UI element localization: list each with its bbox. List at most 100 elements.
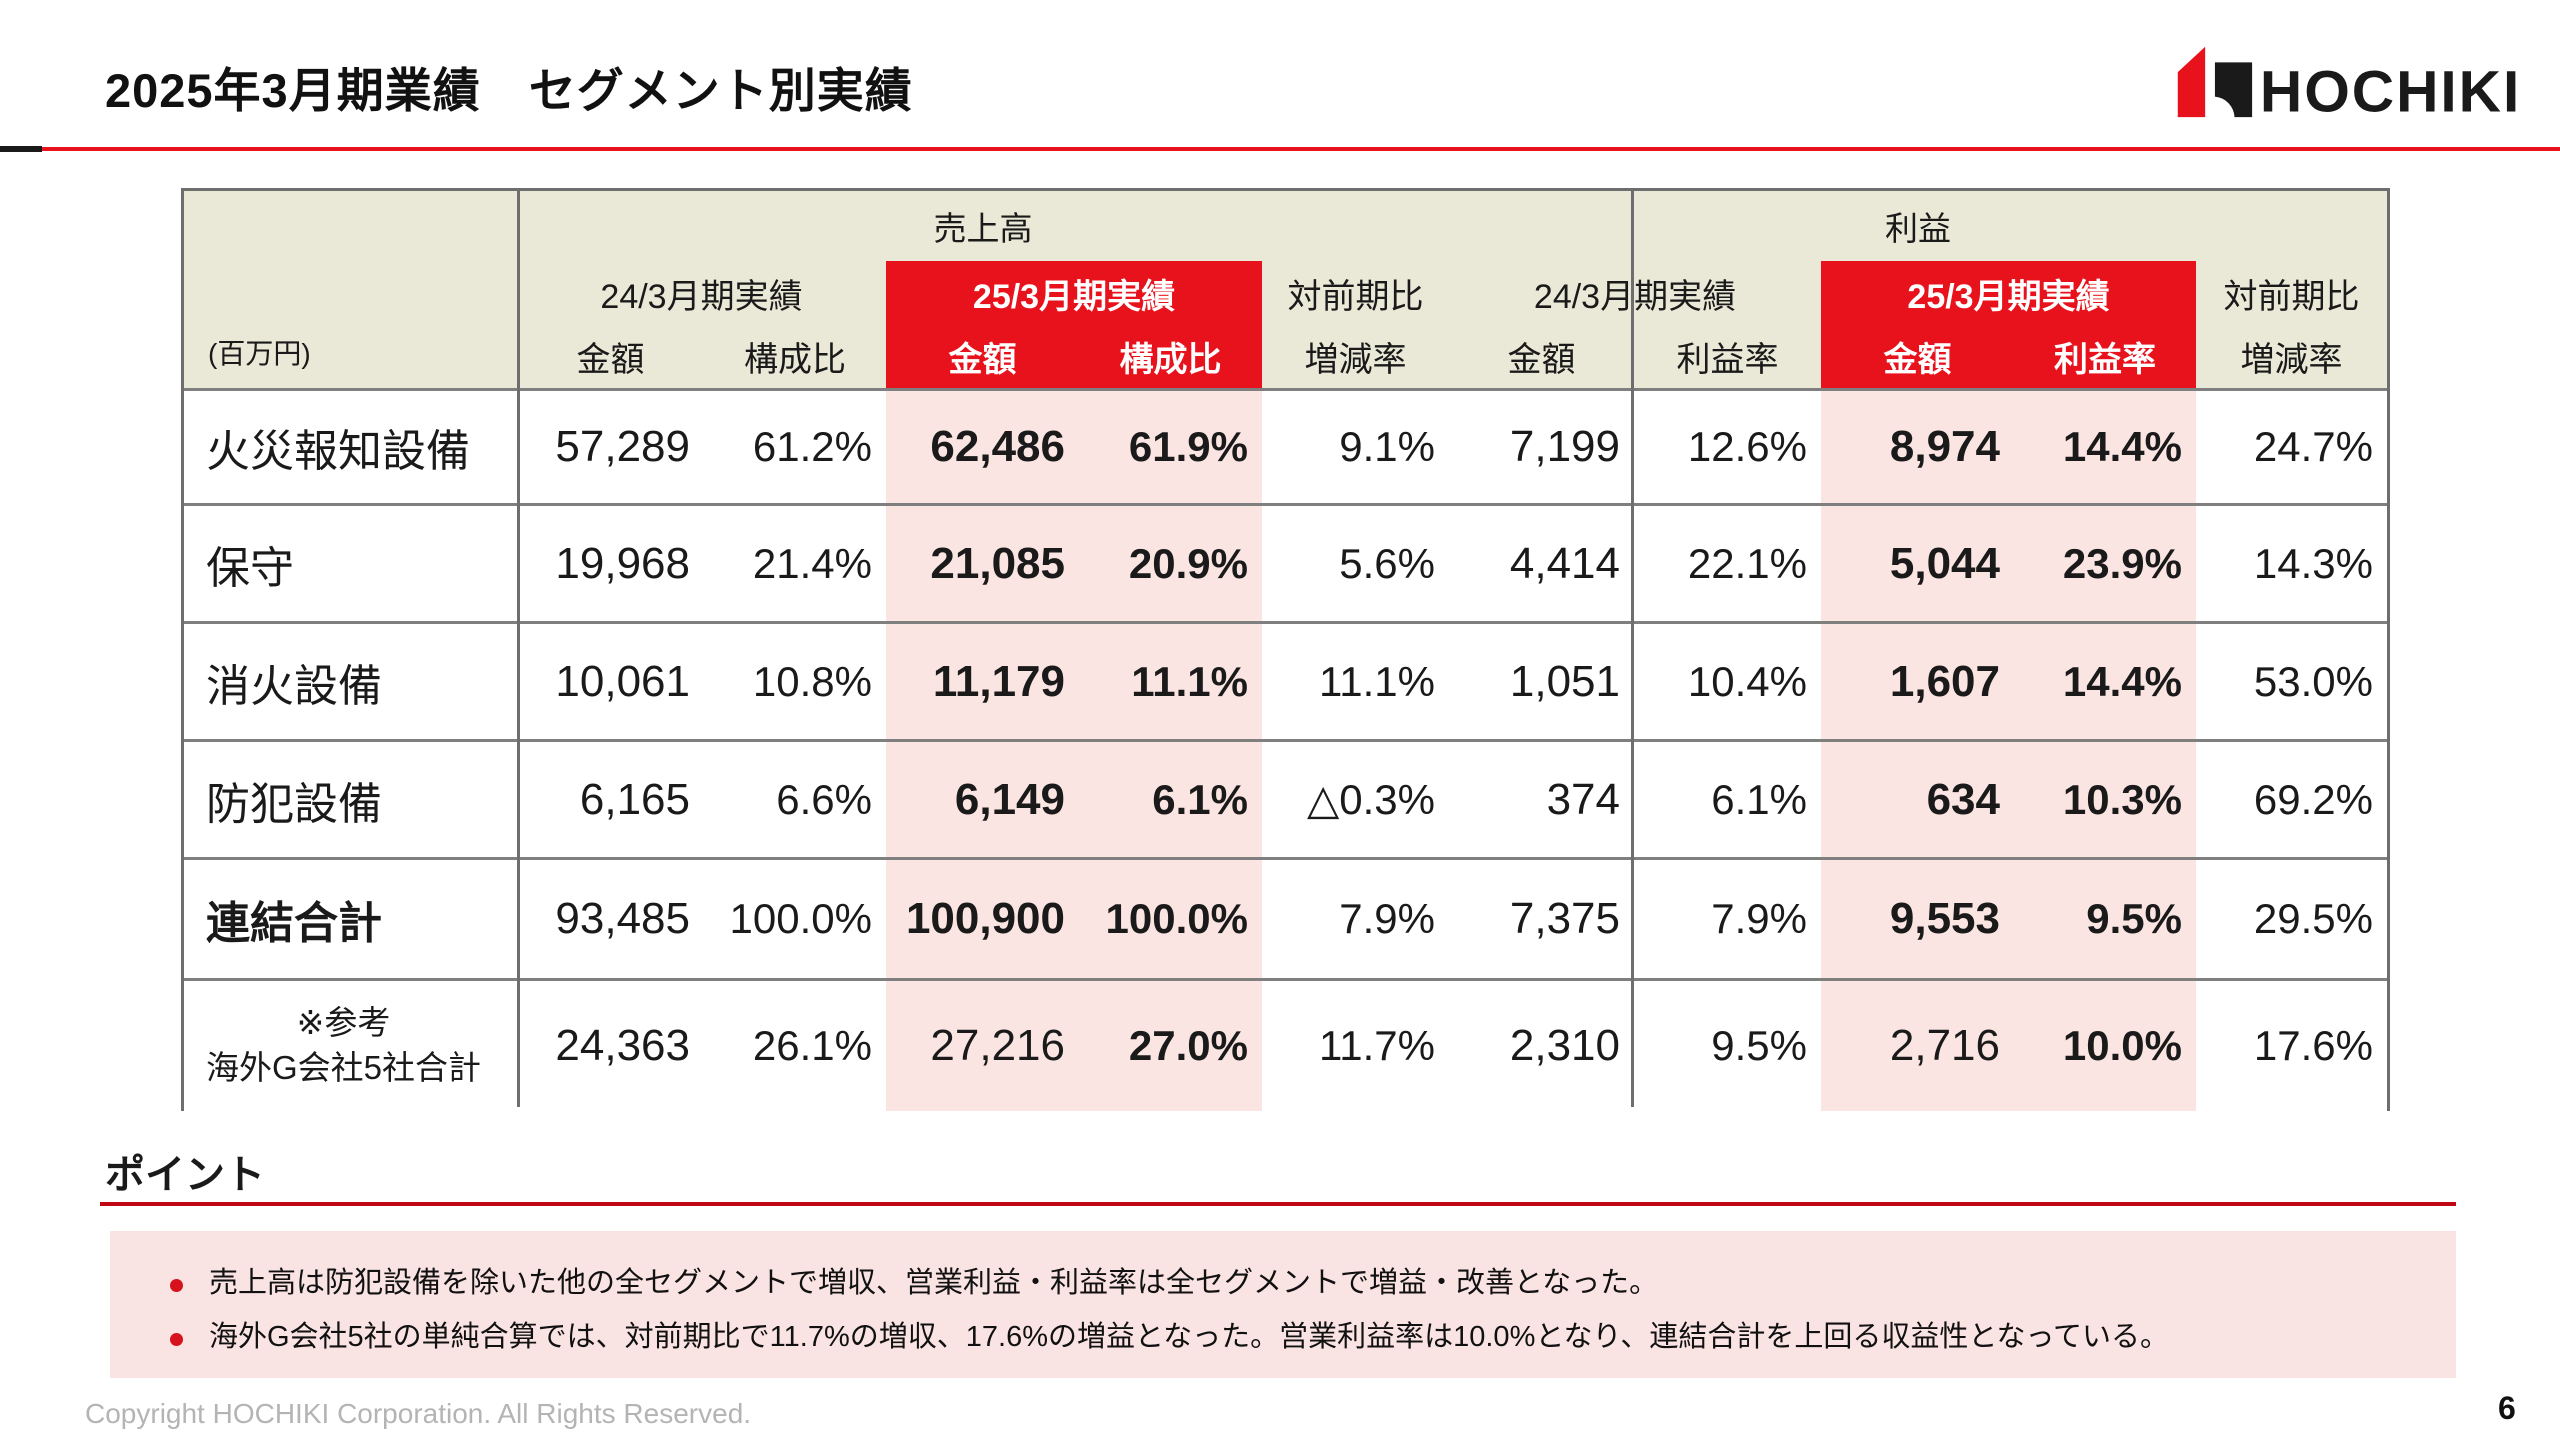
cell-profit-yoy: 14.3% <box>2196 503 2387 621</box>
cell-profit-curr-ratio: 9.5% <box>2014 857 2196 978</box>
cell-profit-yoy: 24.7% <box>2196 388 2387 503</box>
cell-sales-prev-amount: 10,061 <box>517 621 704 739</box>
cell-sales-prev-amount: 6,165 <box>517 739 704 857</box>
group-header-profit: 利益 <box>1885 210 1951 247</box>
cell-profit-curr-amount: 634 <box>1821 739 2014 857</box>
hochiki-logo-mark: HOCHIKI <box>2177 46 2520 124</box>
logo-wordmark: HOCHIKI <box>2260 59 2520 124</box>
cell-sales-yoy: △0.3% <box>1262 739 1449 857</box>
points-heading-rule <box>100 1202 2456 1206</box>
cell-sales-curr-amount: 100,900 <box>886 857 1079 978</box>
cell-profit-curr-ratio: 10.0% <box>2014 978 2196 1111</box>
cell-sales-yoy: 9.1% <box>1262 388 1449 503</box>
cell-profit-curr-ratio: 14.4% <box>2014 621 2196 739</box>
row-label-fire-alarm: 火災報知設備 <box>184 388 517 503</box>
table-divider-label <box>517 191 520 1107</box>
cell-sales-prev-ratio: 61.2% <box>704 388 886 503</box>
cell-profit-curr-amount: 9,553 <box>1821 857 2014 978</box>
copyright-text: Copyright HOCHIKI Corporation. All Right… <box>85 1398 752 1429</box>
group-header-sales: 売上高 <box>933 210 1033 247</box>
cell-sales-yoy: 11.7% <box>1262 978 1449 1111</box>
profit-curr-amount-subheader: 金額 <box>1883 341 1952 379</box>
segment-results-table: (百万円) 売上高 利益 24/3月期実績 25/3月期実績 対前期比 24/3… <box>181 188 2390 1111</box>
bullet-dot-icon <box>170 1332 183 1346</box>
title-rule-red-segment <box>42 147 2560 151</box>
bullet-dot-icon <box>170 1279 183 1292</box>
cell-profit-prev-amount: 4,414 <box>1449 503 1634 621</box>
cell-profit-prev-ratio: 6.1% <box>1634 739 1821 857</box>
sales-prev-amount-subheader: 金額 <box>576 341 645 379</box>
profit-yoy-header: 対前期比 <box>2223 277 2360 316</box>
sales-curr-period-header: 25/3月期実績 <box>972 277 1176 316</box>
row-label-maintenance: 保守 <box>184 503 517 621</box>
cell-profit-prev-amount: 7,375 <box>1449 857 1634 978</box>
profit-prev-period-header: 24/3月期実績 <box>1533 277 1737 316</box>
cell-profit-prev-ratio: 7.9% <box>1634 857 1821 978</box>
sales-current-period-highlight <box>886 261 1262 388</box>
cell-profit-curr-ratio: 10.3% <box>2014 739 2196 857</box>
profit-change-subheader: 増減率 <box>2240 341 2343 379</box>
list-item: 海外G会社5社の単純合算では、対前期比で11.7%の増収、17.6%の増益となっ… <box>170 1319 2416 1357</box>
cell-sales-curr-ratio: 61.9% <box>1079 388 1262 503</box>
cell-sales-prev-ratio: 6.6% <box>704 739 886 857</box>
cell-profit-prev-ratio: 9.5% <box>1634 978 1821 1111</box>
point-text: 売上高は防犯設備を除いた他の全セグメントで増収、営業利益・利益率は全セグメントで… <box>209 1267 1659 1299</box>
cell-sales-curr-amount: 62,486 <box>886 388 1079 503</box>
cell-sales-prev-amount: 19,968 <box>517 503 704 621</box>
cell-sales-curr-ratio: 20.9% <box>1079 503 1262 621</box>
overseas-label-line2: 海外G会社5社合計 <box>205 1049 482 1086</box>
row-label-consolidated-total: 連結合計 <box>184 857 517 978</box>
sales-curr-amount-subheader: 金額 <box>948 341 1017 379</box>
logo-flame-red-shape <box>2177 46 2206 118</box>
cell-profit-prev-amount: 374 <box>1449 739 1634 857</box>
sales-prev-period-header: 24/3月期実績 <box>600 277 803 316</box>
cell-profit-prev-amount: 2,310 <box>1449 978 1634 1111</box>
cell-sales-prev-ratio: 26.1% <box>704 978 886 1111</box>
list-item: 売上高は防犯設備を除いた他の全セグメントで増収、営業利益・利益率は全セグメントで… <box>170 1265 2416 1303</box>
row-label-overseas-reference: ※参考 海外G会社5社合計 <box>184 978 517 1111</box>
cell-sales-prev-ratio: 100.0% <box>704 857 886 978</box>
cell-profit-prev-amount: 1,051 <box>1449 621 1634 739</box>
cell-profit-curr-amount: 8,974 <box>1821 388 2014 503</box>
cell-sales-curr-amount: 27,216 <box>886 978 1079 1111</box>
cell-sales-curr-amount: 11,179 <box>886 621 1079 739</box>
sales-yoy-header: 対前期比 <box>1287 277 1424 316</box>
cell-sales-yoy: 7.9% <box>1262 857 1449 978</box>
profit-prev-ratio-subheader: 利益率 <box>1676 341 1779 379</box>
overseas-label-line1: ※参考 <box>296 1004 391 1042</box>
cell-sales-curr-ratio: 27.0% <box>1079 978 1262 1111</box>
profit-curr-period-header: 25/3月期実績 <box>1907 277 2110 316</box>
points-box: 売上高は防犯設備を除いた他の全セグメントで増収、営業利益・利益率は全セグメントで… <box>110 1231 2456 1378</box>
page-number: 6 <box>2498 1390 2516 1426</box>
cell-profit-curr-ratio: 14.4% <box>2014 388 2196 503</box>
unit-label: (百万円) <box>208 338 311 369</box>
cell-profit-prev-ratio: 12.6% <box>1634 388 1821 503</box>
profit-current-period-highlight <box>1821 261 2196 388</box>
row-label-extinguishing: 消火設備 <box>184 621 517 739</box>
cell-sales-curr-ratio: 11.1% <box>1079 621 1262 739</box>
cell-sales-curr-ratio: 6.1% <box>1079 739 1262 857</box>
profit-curr-ratio-subheader: 利益率 <box>2054 341 2156 379</box>
table-divider-sections <box>1631 191 1634 1107</box>
cell-sales-prev-amount: 93,485 <box>517 857 704 978</box>
cell-sales-curr-amount: 21,085 <box>886 503 1079 621</box>
cell-profit-prev-amount: 7,199 <box>1449 388 1634 503</box>
profit-prev-amount-subheader: 金額 <box>1507 341 1576 379</box>
points-heading: ポイント <box>105 1153 265 1197</box>
cell-sales-prev-amount: 24,363 <box>517 978 704 1111</box>
cell-profit-yoy: 29.5% <box>2196 857 2387 978</box>
point-text: 海外G会社5社の単純合算では、対前期比で11.7%の増収、17.6%の増益となっ… <box>209 1320 2169 1353</box>
title-rule-black-segment <box>0 146 42 152</box>
cell-profit-curr-amount: 5,044 <box>1821 503 2014 621</box>
cell-profit-yoy: 69.2% <box>2196 739 2387 857</box>
hochiki-logo: HOCHIKI <box>2168 34 2520 126</box>
row-label-security: 防犯設備 <box>184 739 517 857</box>
page-title: 2025年3月期業績 セグメント別実績 <box>105 64 913 117</box>
logo-black-shape <box>2214 62 2253 118</box>
sales-curr-composition-subheader: 構成比 <box>1119 341 1222 379</box>
cell-sales-prev-amount: 57,289 <box>517 388 704 503</box>
cell-profit-curr-amount: 1,607 <box>1821 621 2014 739</box>
cell-sales-curr-amount: 6,149 <box>886 739 1079 857</box>
title-rule <box>0 146 2560 152</box>
